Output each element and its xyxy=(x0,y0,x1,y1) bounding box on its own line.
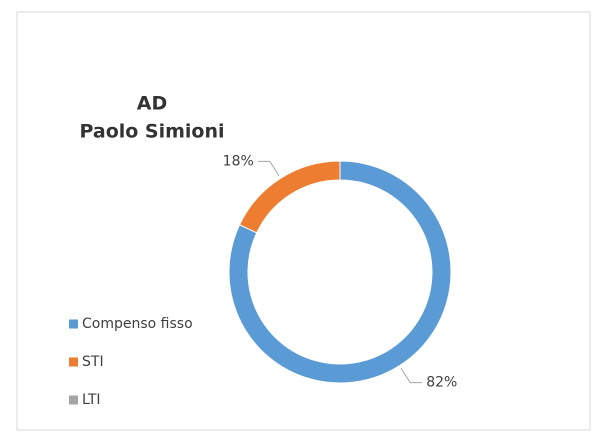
legend-swatch xyxy=(69,319,78,329)
legend-label: LTI xyxy=(82,392,101,408)
donut-slice xyxy=(238,160,341,234)
data-label: 82% xyxy=(426,375,457,391)
donut-slice xyxy=(228,160,452,384)
legend-label: STI xyxy=(82,354,104,370)
chart-title: Paolo Simioni xyxy=(79,121,224,143)
legend-swatch xyxy=(69,357,78,367)
leader-line xyxy=(257,160,280,177)
data-label: 18% xyxy=(223,153,254,169)
legend-swatch xyxy=(69,395,78,405)
legend-label: Compenso fisso xyxy=(82,316,193,332)
leader-line xyxy=(400,367,423,384)
chart-title: AD xyxy=(137,93,167,115)
